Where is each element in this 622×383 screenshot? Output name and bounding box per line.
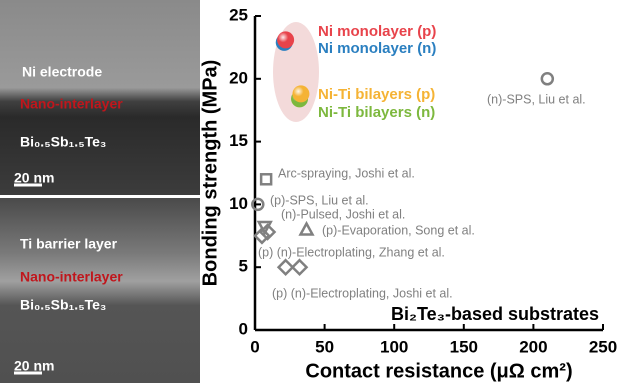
y-tick-label: 5 xyxy=(239,257,248,276)
marker xyxy=(292,85,309,102)
y-tick-label: 0 xyxy=(239,319,248,338)
y-axis-title: Bonding strength (MPa) xyxy=(199,60,221,287)
x-tick-label: 250 xyxy=(589,337,617,356)
series-label: Ni monolayer (n) xyxy=(318,40,436,57)
marker xyxy=(542,73,553,84)
series-label: (p) (n)-Electroplating, Joshi et al. xyxy=(272,286,453,300)
x-tick-label: 100 xyxy=(380,337,408,356)
image-label: Ti barrier layer xyxy=(20,236,118,252)
y-tick-label: 10 xyxy=(229,194,248,213)
marker xyxy=(293,260,307,274)
image-label: Bi₀.₅Sb₁.₅Te₃ xyxy=(20,134,106,150)
series-label: (n)-SPS, Liu et al. xyxy=(487,92,586,106)
point xyxy=(293,260,307,274)
point xyxy=(542,73,553,84)
series-label: Ni-Ti bilayers (p) xyxy=(318,86,435,103)
annotation: Bi₂Te₃-based substrates xyxy=(391,304,599,324)
image-label: Ni electrode xyxy=(22,64,102,80)
figure: Ni electrode Nano-interlayer Bi₀.₅Sb₁.₅Te₃… xyxy=(0,0,622,383)
x-tick-label: 0 xyxy=(250,337,259,356)
marker xyxy=(279,260,293,274)
x-tick-label: 150 xyxy=(450,337,478,356)
series-label: (p)-SPS, Liu et al. xyxy=(270,193,369,207)
shine xyxy=(277,31,294,48)
series-label: (n)-Pulsed, Joshi et al. xyxy=(281,207,405,221)
shine xyxy=(292,85,309,102)
page: {"images": [ {"labels": ["Ni electrode",… xyxy=(0,0,622,383)
marker xyxy=(301,224,313,235)
scale-label: 20 nm xyxy=(14,358,54,374)
y-tick-label: 20 xyxy=(229,68,248,87)
marker xyxy=(277,31,294,48)
x-axis-title: Contact resistance (μΩ cm²) xyxy=(305,360,572,382)
point xyxy=(301,224,313,235)
x-tick-label: 50 xyxy=(315,337,334,356)
series-label: Ni monolayer (p) xyxy=(318,23,436,40)
image-label: Nano-interlayer xyxy=(20,96,123,112)
series-label: (p) (n)-Electroplating, Zhang et al. xyxy=(258,245,445,259)
tem-image xyxy=(0,198,200,383)
x-tick-label: 200 xyxy=(519,337,547,356)
series-label: Arc-spraying, Joshi et al. xyxy=(278,166,415,180)
y-tick-label: 25 xyxy=(229,5,248,24)
image-label: Nano-interlayer xyxy=(20,269,123,285)
image-label: Bi₀.₅Sb₁.₅Te₃ xyxy=(20,297,106,313)
point xyxy=(279,260,293,274)
series-label: Ni-Ti bilayers (n) xyxy=(318,104,435,121)
series-label: (p)-Evaporation, Song et al. xyxy=(322,223,475,237)
scale-label: 20 nm xyxy=(14,170,54,186)
point xyxy=(261,174,271,184)
marker xyxy=(261,174,271,184)
y-tick-label: 15 xyxy=(229,131,248,150)
